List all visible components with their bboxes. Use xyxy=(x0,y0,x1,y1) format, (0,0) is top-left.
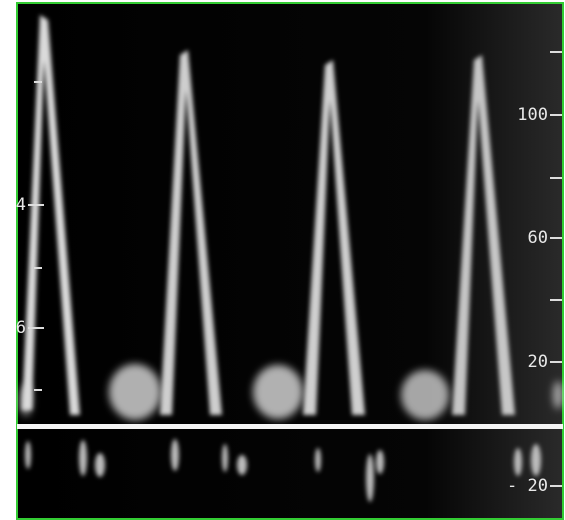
page: {"scale": {"labels": ["100", "60", "20",… xyxy=(0,0,565,520)
baseline xyxy=(17,424,563,429)
scale-label: 60 xyxy=(528,228,548,248)
scale-label: 20 xyxy=(528,352,548,372)
scale-label: 100 xyxy=(517,105,548,125)
doppler-image: 100 60 20 - 20 4 6 xyxy=(0,0,565,520)
scale-label: - 20 xyxy=(507,476,548,496)
depth-label: 4 xyxy=(16,195,26,215)
depth-label: 6 xyxy=(16,318,26,338)
